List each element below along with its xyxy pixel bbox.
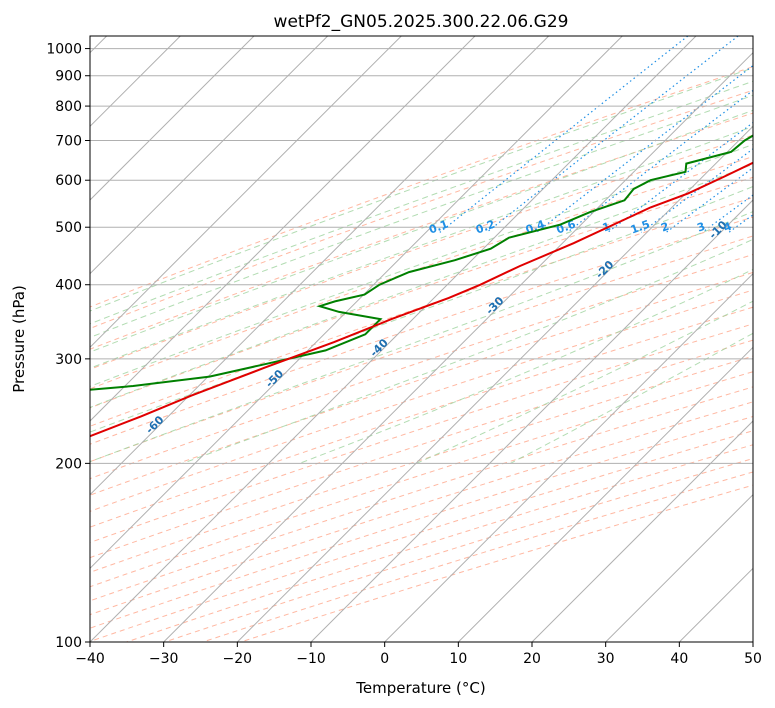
isotherm-line <box>457 346 753 642</box>
mixing-ratio-line <box>536 64 753 233</box>
moist-adiabat-line <box>90 211 753 463</box>
isotherm-line <box>90 36 623 570</box>
x-tick-label: 30 <box>597 651 615 667</box>
y-tick-label: 1000 <box>46 42 82 58</box>
y-tick-label: 500 <box>55 220 82 236</box>
isotherm-line <box>90 36 329 275</box>
isotherm-label: -50 <box>263 367 286 390</box>
plot-area: -100-90-80-70-60-50-40-30-20-10010203040… <box>13 36 775 642</box>
isotherms <box>90 36 753 642</box>
x-axis: −40 −30 −20 −10 0 10 20 30 40 50 <box>75 642 762 667</box>
dry-adiabat-line <box>90 386 753 602</box>
isotherm-label: -20 <box>593 258 616 281</box>
mixing-ratio-label: 6 <box>761 220 773 235</box>
mixing-ratio-line <box>728 214 753 233</box>
mixing-ratio-label: 0.1 <box>427 218 450 237</box>
y-tick-label: 700 <box>55 133 82 149</box>
x-tick-label: 10 <box>449 651 467 667</box>
mixing-ratio-label: 0.6 <box>555 218 578 237</box>
y-tick-label: 200 <box>55 456 82 472</box>
moist-adiabat-line <box>90 126 753 369</box>
dry-adiabat-line <box>90 355 753 573</box>
isotherm-line <box>163 51 753 642</box>
isobars <box>90 48 753 642</box>
moist-adiabat-line <box>182 238 753 464</box>
y-tick-label: 400 <box>55 278 82 294</box>
y-tick-label: 900 <box>55 69 82 85</box>
y-tick-label: 300 <box>55 352 82 368</box>
isotherm-line <box>310 199 753 642</box>
dry-adiabat-line <box>90 254 753 480</box>
isotherm-line <box>90 36 255 201</box>
mixing-ratio-label: 3 <box>695 220 707 235</box>
mixing-ratio-line <box>701 194 753 233</box>
x-tick-label: −20 <box>223 651 253 667</box>
x-tick-label: 50 <box>744 651 762 667</box>
isotherm-line <box>90 36 402 349</box>
isotherm-line <box>605 493 753 642</box>
mixing-ratio-label: 0.2 <box>474 218 497 237</box>
dry-adiabat-line <box>90 196 753 427</box>
isotherm-line <box>90 36 697 642</box>
dry-adiabat-line <box>90 89 753 329</box>
y-tick-label: 100 <box>55 635 82 651</box>
isotherm-line <box>752 641 753 642</box>
isotherm-line <box>90 36 476 422</box>
isotherm-label: -70 <box>13 469 36 492</box>
moist-adiabat-line <box>90 80 753 325</box>
x-axis-label: Temperature (°C) <box>355 679 485 697</box>
moist-adiabat-line <box>90 109 753 353</box>
x-tick-label: −10 <box>296 651 326 667</box>
mixing-ratio-label: 4 <box>722 220 734 235</box>
dry-adiabat-line <box>90 415 753 629</box>
y-axis-label: Pressure (hPa) <box>10 285 28 393</box>
plot-frame <box>89 35 754 643</box>
x-tick-label: 0 <box>380 651 389 667</box>
x-tick-label: −40 <box>75 651 105 667</box>
y-tick-label: 600 <box>55 173 82 189</box>
dry-adiabat-line <box>90 176 753 409</box>
mixing-ratio-lines <box>439 36 775 233</box>
x-tick-label: −30 <box>149 651 179 667</box>
mixing-ratio-label: 2 <box>659 220 671 235</box>
dry-adiabat-line <box>240 484 753 642</box>
y-tick-label: 800 <box>55 99 82 115</box>
dry-adiabats <box>90 66 753 642</box>
isotherm-line <box>384 272 753 642</box>
isotherm-label: -60 <box>143 413 166 436</box>
temperature-line <box>90 161 753 438</box>
dry-adiabat-line <box>90 306 753 528</box>
isotherm-line <box>678 567 753 642</box>
dewpoint-line <box>90 134 753 391</box>
y-axis: 100 200 300 400 500 600 700 800 900 1000 <box>46 42 90 651</box>
mixing-ratio-line <box>439 36 689 233</box>
moist-adiabat-line <box>416 300 753 464</box>
isotherm-line <box>90 36 550 496</box>
x-tick-label: 20 <box>523 651 541 667</box>
mixing-ratio-line <box>768 36 775 232</box>
dry-adiabat-line <box>90 112 753 350</box>
dry-adiabat-line <box>90 216 753 445</box>
moist-adiabat-line <box>510 332 753 464</box>
mixing-ratio-label: 1.5 <box>629 218 652 237</box>
isotherm-label: -40 <box>368 336 391 359</box>
isotherm-line <box>236 125 753 642</box>
moist-adiabat-line <box>90 67 753 312</box>
isotherm-label: -30 <box>483 294 506 317</box>
mixing-ratio-line <box>665 167 753 233</box>
dry-adiabat-line <box>90 339 753 559</box>
mixing-ratio-line <box>607 121 753 233</box>
dry-adiabat-line <box>126 444 753 642</box>
chart-title: wetPf2_GN05.2025.300.22.06.G29 <box>274 12 569 32</box>
isotherm-line <box>531 420 753 642</box>
dry-adiabat-line <box>164 457 753 642</box>
x-tick-label: 40 <box>670 651 688 667</box>
